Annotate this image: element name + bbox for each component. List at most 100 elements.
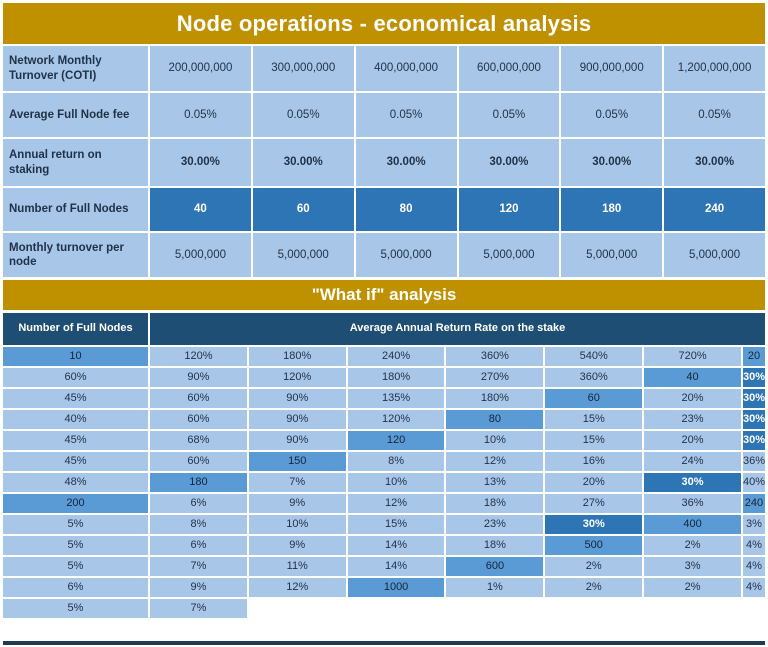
highlighted-return-cell: 30%: [742, 431, 765, 450]
return-cell: 20%: [545, 473, 643, 492]
return-cell: 120%: [347, 410, 445, 429]
return-cell: 2%: [545, 578, 643, 597]
return-cell: 9%: [150, 578, 247, 597]
return-cell: 90%: [248, 431, 346, 450]
return-cell: 6%: [150, 536, 247, 555]
bottom-border-bar: [3, 641, 765, 645]
table-cell: 30.00%: [355, 139, 457, 186]
return-cell: 9%: [248, 494, 346, 513]
return-cell: 23%: [446, 515, 544, 534]
return-cell: 3%: [644, 557, 741, 576]
table-cell: 30.00%: [252, 139, 354, 186]
return-cell: 2%: [644, 536, 741, 555]
table-cell: 5,000,000: [150, 233, 251, 277]
return-cell: 720%: [644, 347, 741, 366]
return-cell: 15%: [545, 431, 643, 450]
return-cell: 15%: [545, 410, 643, 429]
return-cell: 120%: [248, 368, 346, 387]
table-cell: 240: [664, 188, 765, 231]
return-cell: 7%: [150, 599, 247, 618]
return-cell: 24%: [644, 452, 741, 471]
return-cell: 270%: [446, 368, 544, 387]
return-cell: 7%: [248, 473, 346, 492]
return-cell: 14%: [347, 536, 445, 555]
node-count-cell: 400: [644, 515, 741, 534]
row-label: Number of Full Nodes: [3, 188, 148, 231]
row-label: Monthly turnover per node: [3, 233, 148, 277]
top-table-title: Node operations - economical analysis: [3, 3, 765, 44]
return-cell: 36%: [644, 494, 741, 513]
return-cell: 1%: [446, 578, 544, 597]
return-cell: 4%: [742, 578, 765, 597]
return-cell: 90%: [150, 368, 247, 387]
return-cell: 20%: [644, 389, 741, 408]
return-cell: 27%: [545, 494, 643, 513]
highlighted-return-cell: 30%: [742, 368, 765, 387]
return-cell: 2%: [545, 557, 643, 576]
return-cell: 36%: [742, 452, 765, 471]
return-cell: 3%: [742, 515, 765, 534]
return-cell: 2%: [644, 578, 741, 597]
return-cell: 15%: [347, 515, 445, 534]
return-cell: 4%: [742, 557, 765, 576]
return-cell: 360%: [545, 368, 643, 387]
return-cell: 5%: [3, 536, 148, 555]
row-label: Network Monthly Turnover (COTI): [3, 46, 148, 91]
return-cell: 5%: [3, 515, 148, 534]
table-cell: 0.05%: [561, 93, 663, 137]
return-cell: 90%: [248, 410, 346, 429]
node-count-cell: 180: [150, 473, 247, 492]
node-count-cell: 1000: [347, 578, 445, 597]
table-cell: 1,200,000,000: [664, 46, 765, 91]
return-cell: 12%: [248, 578, 346, 597]
table-cell: 30.00%: [561, 139, 663, 186]
return-cell: 9%: [248, 536, 346, 555]
table-cell: 0.05%: [150, 93, 251, 137]
return-cell: 45%: [3, 452, 148, 471]
return-cell: 6%: [3, 578, 148, 597]
return-cell: 60%: [150, 410, 247, 429]
table-cell: 0.05%: [355, 93, 457, 137]
table-cell: 5,000,000: [355, 233, 457, 277]
return-cell: 23%: [644, 410, 741, 429]
return-cell: 18%: [446, 494, 544, 513]
return-cell: 180%: [446, 389, 544, 408]
node-count-cell: 200: [3, 494, 148, 513]
row-label: Annual return on staking: [3, 139, 148, 186]
table-cell: 80: [355, 188, 457, 231]
table-cell: 60: [252, 188, 354, 231]
return-cell: 14%: [347, 557, 445, 576]
highlighted-return-cell: 30%: [742, 410, 765, 429]
table-cell: 300,000,000: [252, 46, 354, 91]
whatif-header-nodes: Number of Full Nodes: [3, 313, 148, 345]
table-cell: 30.00%: [150, 139, 251, 186]
table-cell: 120: [458, 188, 560, 231]
return-cell: 4%: [742, 536, 765, 555]
return-cell: 16%: [545, 452, 643, 471]
table-cell: 200,000,000: [150, 46, 251, 91]
highlighted-return-cell: 30%: [742, 389, 765, 408]
return-cell: 540%: [545, 347, 643, 366]
node-count-cell: 80: [446, 410, 544, 429]
highlighted-return-cell: 30%: [644, 473, 741, 492]
return-cell: 5%: [3, 557, 148, 576]
return-cell: 12%: [446, 452, 544, 471]
return-cell: 68%: [150, 431, 247, 450]
return-cell: 6%: [150, 494, 247, 513]
node-count-cell: 600: [446, 557, 544, 576]
table-cell: 30.00%: [458, 139, 560, 186]
return-cell: 60%: [3, 368, 148, 387]
table-cell: 5,000,000: [664, 233, 765, 277]
table-cell: 40: [150, 188, 251, 231]
return-cell: 13%: [446, 473, 544, 492]
return-cell: 240%: [347, 347, 445, 366]
table-cell: 0.05%: [252, 93, 354, 137]
return-cell: 90%: [248, 389, 346, 408]
return-cell: 5%: [3, 599, 148, 618]
node-count-cell: 20: [742, 347, 765, 366]
node-count-cell: 150: [248, 452, 346, 471]
return-cell: 40%: [742, 473, 765, 492]
row-label: Average Full Node fee: [3, 93, 148, 137]
node-count-cell: 120: [347, 431, 445, 450]
